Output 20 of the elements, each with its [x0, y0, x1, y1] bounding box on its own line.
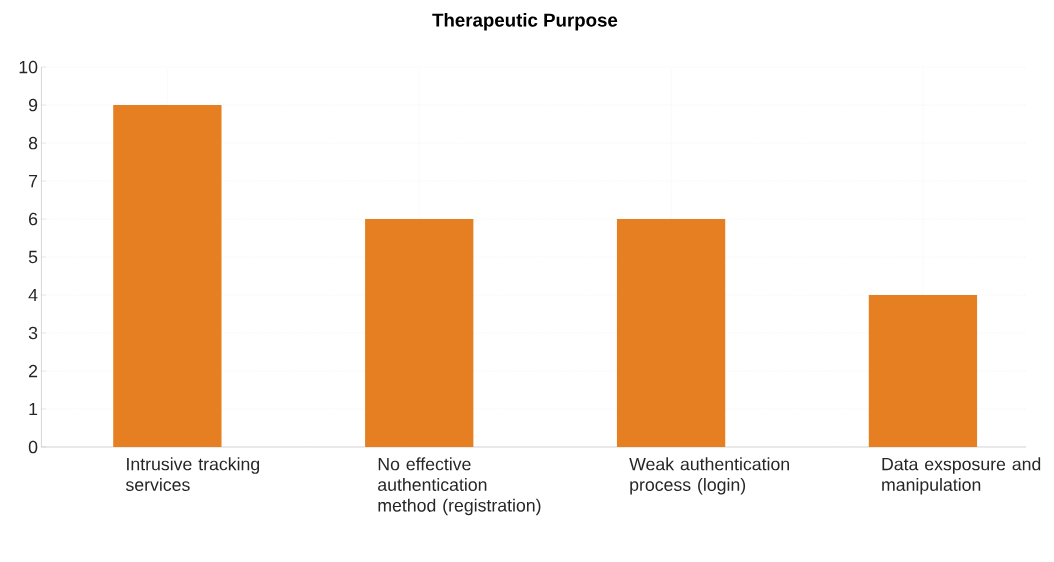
x-tick-label: Weak authentication process (login): [629, 457, 789, 495]
y-tick-label: 10: [19, 60, 38, 74]
y-tick-label: 0: [28, 440, 38, 454]
bar: [868, 294, 978, 447]
y-tick-label: 7: [29, 174, 38, 187]
chart-title: Therapeutic Purpose: [432, 12, 618, 31]
x-tick-label: Intrusive tracking services: [125, 457, 260, 491]
y-tick-label: 4: [28, 288, 38, 301]
bar: [113, 104, 222, 447]
y-tick-label: 2: [29, 364, 38, 377]
bar: [616, 218, 726, 447]
y-tick-label: 3: [28, 326, 38, 340]
y-tick-label: 9: [28, 98, 38, 112]
y-tick-label: 8: [28, 136, 38, 150]
y-tick-label: 1: [29, 402, 38, 415]
x-tick-label: No effective authentication method (registration): [378, 457, 541, 515]
y-tick-label: 5: [28, 250, 38, 263]
y-tick-label: 6: [29, 212, 38, 226]
bar: [365, 218, 474, 447]
x-tick-label: Data exsposure and manipulation: [882, 457, 1041, 495]
